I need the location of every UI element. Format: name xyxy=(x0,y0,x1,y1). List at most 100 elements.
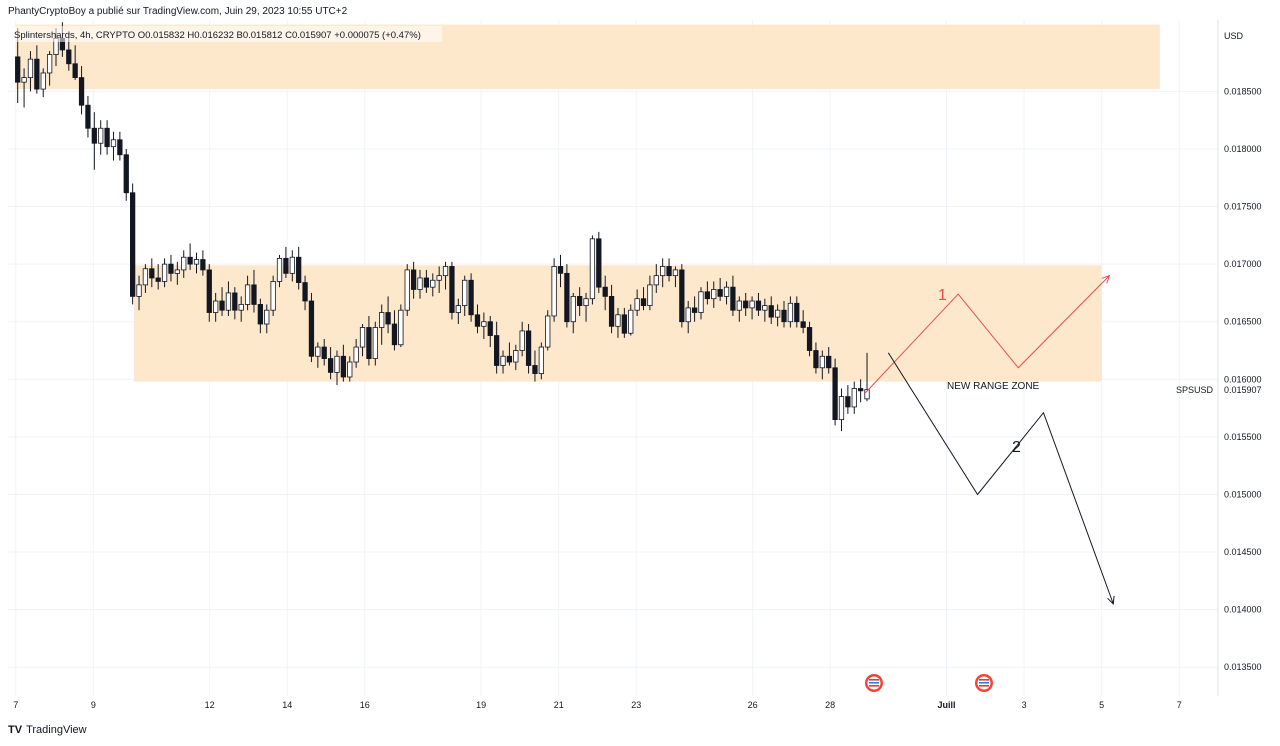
price-tick: 0.014500 xyxy=(1224,547,1262,557)
candle-down xyxy=(794,302,800,323)
candle-down xyxy=(149,268,155,279)
time-tick: 16 xyxy=(360,700,370,710)
candle-up xyxy=(672,269,679,277)
candle-down xyxy=(468,279,474,316)
us-flag-icon[interactable] xyxy=(975,674,993,692)
candle-down xyxy=(487,321,493,336)
candle-up xyxy=(660,266,666,277)
candle-down xyxy=(858,388,864,392)
time-tick: 14 xyxy=(282,700,292,710)
candle-down xyxy=(596,238,602,288)
candle-down xyxy=(813,350,819,369)
candle-down xyxy=(449,266,455,313)
candle-up xyxy=(181,256,187,271)
candle-up xyxy=(462,279,468,307)
time-tick: 9 xyxy=(91,700,96,710)
legend-backdrop xyxy=(12,26,442,42)
candle-up xyxy=(647,284,653,307)
event-markers xyxy=(865,674,993,692)
scenario-1-path xyxy=(864,275,1110,394)
candle-down xyxy=(717,289,723,297)
candle-up xyxy=(615,314,621,327)
scenario-2-label: 2 xyxy=(1012,439,1021,456)
candle-down xyxy=(296,256,302,283)
candle-up xyxy=(110,139,117,148)
candle-up xyxy=(762,305,768,311)
candle-down xyxy=(845,396,851,408)
candle-down xyxy=(800,321,806,328)
candle-down xyxy=(666,266,672,277)
candle-down xyxy=(91,127,97,144)
candle-down xyxy=(206,269,212,313)
candle-down xyxy=(187,256,193,265)
candle-up xyxy=(98,127,104,144)
candle-down xyxy=(743,300,749,309)
candle-up xyxy=(27,58,34,78)
price-tick: 0.018500 xyxy=(1224,86,1262,96)
legend-text: Splintershards, 4h, CRYPTO O0.015832 H0.… xyxy=(14,30,421,41)
candle-up xyxy=(46,54,53,74)
zones xyxy=(15,24,1160,382)
candle-down xyxy=(232,292,238,311)
candle-up xyxy=(774,309,781,318)
candle-up xyxy=(570,295,576,323)
price-chart: 1 2 NEW RANGE ZONE Splintershards, 4h, C… xyxy=(8,20,1262,710)
candle-up xyxy=(513,350,519,363)
time-tick-labels: 7 9 12 14 16 19 21 23 26 28 Juill 3 5 7 xyxy=(13,700,1181,710)
tradingview-logo-icon: TV xyxy=(8,724,23,736)
scenario-1-arrowhead xyxy=(1101,274,1111,284)
candle-up xyxy=(436,275,442,281)
candle-down xyxy=(730,286,736,311)
candle-down xyxy=(104,127,110,148)
candle-down xyxy=(557,266,564,274)
candle-up xyxy=(545,315,551,348)
last-price-label: 0.015907 xyxy=(1224,385,1262,395)
price-tick: 0.013500 xyxy=(1224,662,1262,672)
candle-down xyxy=(506,355,513,363)
candle-down xyxy=(704,291,711,300)
candle-up xyxy=(628,309,634,334)
time-tick: 12 xyxy=(205,700,215,710)
candle-down xyxy=(755,300,762,311)
candle-down xyxy=(85,104,91,129)
candle-down xyxy=(283,257,289,274)
candle-down xyxy=(15,56,21,83)
scenario-2-arrowhead xyxy=(1107,595,1115,605)
candle-up xyxy=(276,257,283,282)
candle-up xyxy=(225,292,232,311)
price-tick: 0.015000 xyxy=(1224,489,1262,499)
price-tick: 0.016500 xyxy=(1224,317,1262,327)
us-flag-icon[interactable] xyxy=(865,674,883,692)
candle-up xyxy=(583,298,589,307)
candle-up xyxy=(347,361,353,378)
candle-down xyxy=(525,330,532,366)
candle-up xyxy=(685,307,691,323)
candle-up xyxy=(711,289,717,300)
candle-down xyxy=(391,323,398,346)
candle-down xyxy=(494,335,500,366)
candle-up xyxy=(551,266,557,317)
candle-up xyxy=(851,388,857,408)
candle-up xyxy=(142,268,149,286)
candle-up xyxy=(289,256,295,274)
candle-down xyxy=(130,192,136,297)
candle-down xyxy=(410,269,417,290)
candle-up xyxy=(244,284,251,305)
candle-down xyxy=(532,365,538,374)
time-tick: 21 xyxy=(554,700,564,710)
candle-down xyxy=(168,263,174,274)
annotations: 1 2 NEW RANGE ZONE xyxy=(864,274,1115,605)
candle-down xyxy=(257,304,263,325)
candle-down xyxy=(806,327,813,351)
time-tick: Juill xyxy=(938,700,956,710)
candle-up xyxy=(404,269,410,311)
candle-up xyxy=(653,275,659,286)
tradingview-brand: TradingView xyxy=(26,724,87,736)
candle-up xyxy=(174,269,180,274)
candle-down xyxy=(640,298,647,307)
candle-up xyxy=(213,300,219,313)
price-tick: 0.015500 xyxy=(1224,432,1262,442)
candle-down xyxy=(832,367,838,421)
candle-up xyxy=(238,304,244,311)
tradingview-footer: TV TradingView xyxy=(8,724,87,736)
